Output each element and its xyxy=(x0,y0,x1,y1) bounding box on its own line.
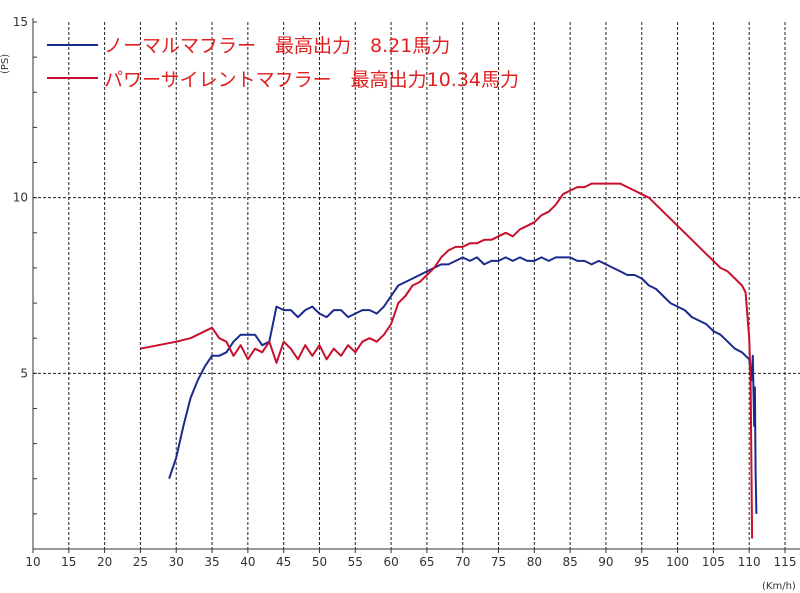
x-tick-label-70: 70 xyxy=(455,555,470,569)
x-tick-label-105: 105 xyxy=(702,555,725,569)
x-tick-label-80: 80 xyxy=(527,555,542,569)
legend-label-normal: ノーマルマフラー 最高出力 8.21馬力 xyxy=(104,35,450,57)
x-tick-label-45: 45 xyxy=(276,555,291,569)
x-tick-label-65: 65 xyxy=(419,555,434,569)
x-tick-label-15: 15 xyxy=(61,555,76,569)
y-tick-labels: 5 10 15 xyxy=(13,15,28,380)
series-line-1 xyxy=(140,182,754,539)
x-tick-label-55: 55 xyxy=(348,555,363,569)
legend-label-power-silent: パワーサイレントマフラー 最高出力10.34馬力 xyxy=(104,69,519,91)
y-tick-label-15: 15 xyxy=(13,15,28,29)
series-layer xyxy=(140,182,758,539)
legend: ノーマルマフラー 最高出力 8.21馬力 パワーサイレントマフラー 最高出力10… xyxy=(47,35,519,91)
x-tick-label-115: 115 xyxy=(774,555,797,569)
x-tick-label-35: 35 xyxy=(204,555,219,569)
y-tick-label-5: 5 xyxy=(20,366,28,380)
x-tick-label-40: 40 xyxy=(240,555,255,569)
x-tick-label-10: 10 xyxy=(25,555,40,569)
x-tick-label-60: 60 xyxy=(383,555,398,569)
x-tick-labels: 10 15 20 25 30 35 40 45 50 55 60 65 70 75 80 85 90 95 100 1… xyxy=(25,555,796,569)
x-tick-label-100: 100 xyxy=(666,555,689,569)
x-tick-label-25: 25 xyxy=(133,555,148,569)
x-tick-label-90: 90 xyxy=(598,555,613,569)
x-tick-label-50: 50 xyxy=(312,555,327,569)
y-tick-label-10: 10 xyxy=(13,191,28,205)
x-tick-label-20: 20 xyxy=(97,555,112,569)
x-tick-label-85: 85 xyxy=(563,555,578,569)
x-axis-label: (Km/h) xyxy=(762,581,796,592)
series-line-0 xyxy=(168,256,758,514)
x-tick-label-30: 30 xyxy=(169,555,184,569)
x-tick-label-75: 75 xyxy=(491,555,506,569)
y-axis-label: (PS) xyxy=(0,54,11,74)
x-tick-label-95: 95 xyxy=(634,555,649,569)
grid-layer xyxy=(32,21,800,553)
x-tick-label-110: 110 xyxy=(738,555,761,569)
